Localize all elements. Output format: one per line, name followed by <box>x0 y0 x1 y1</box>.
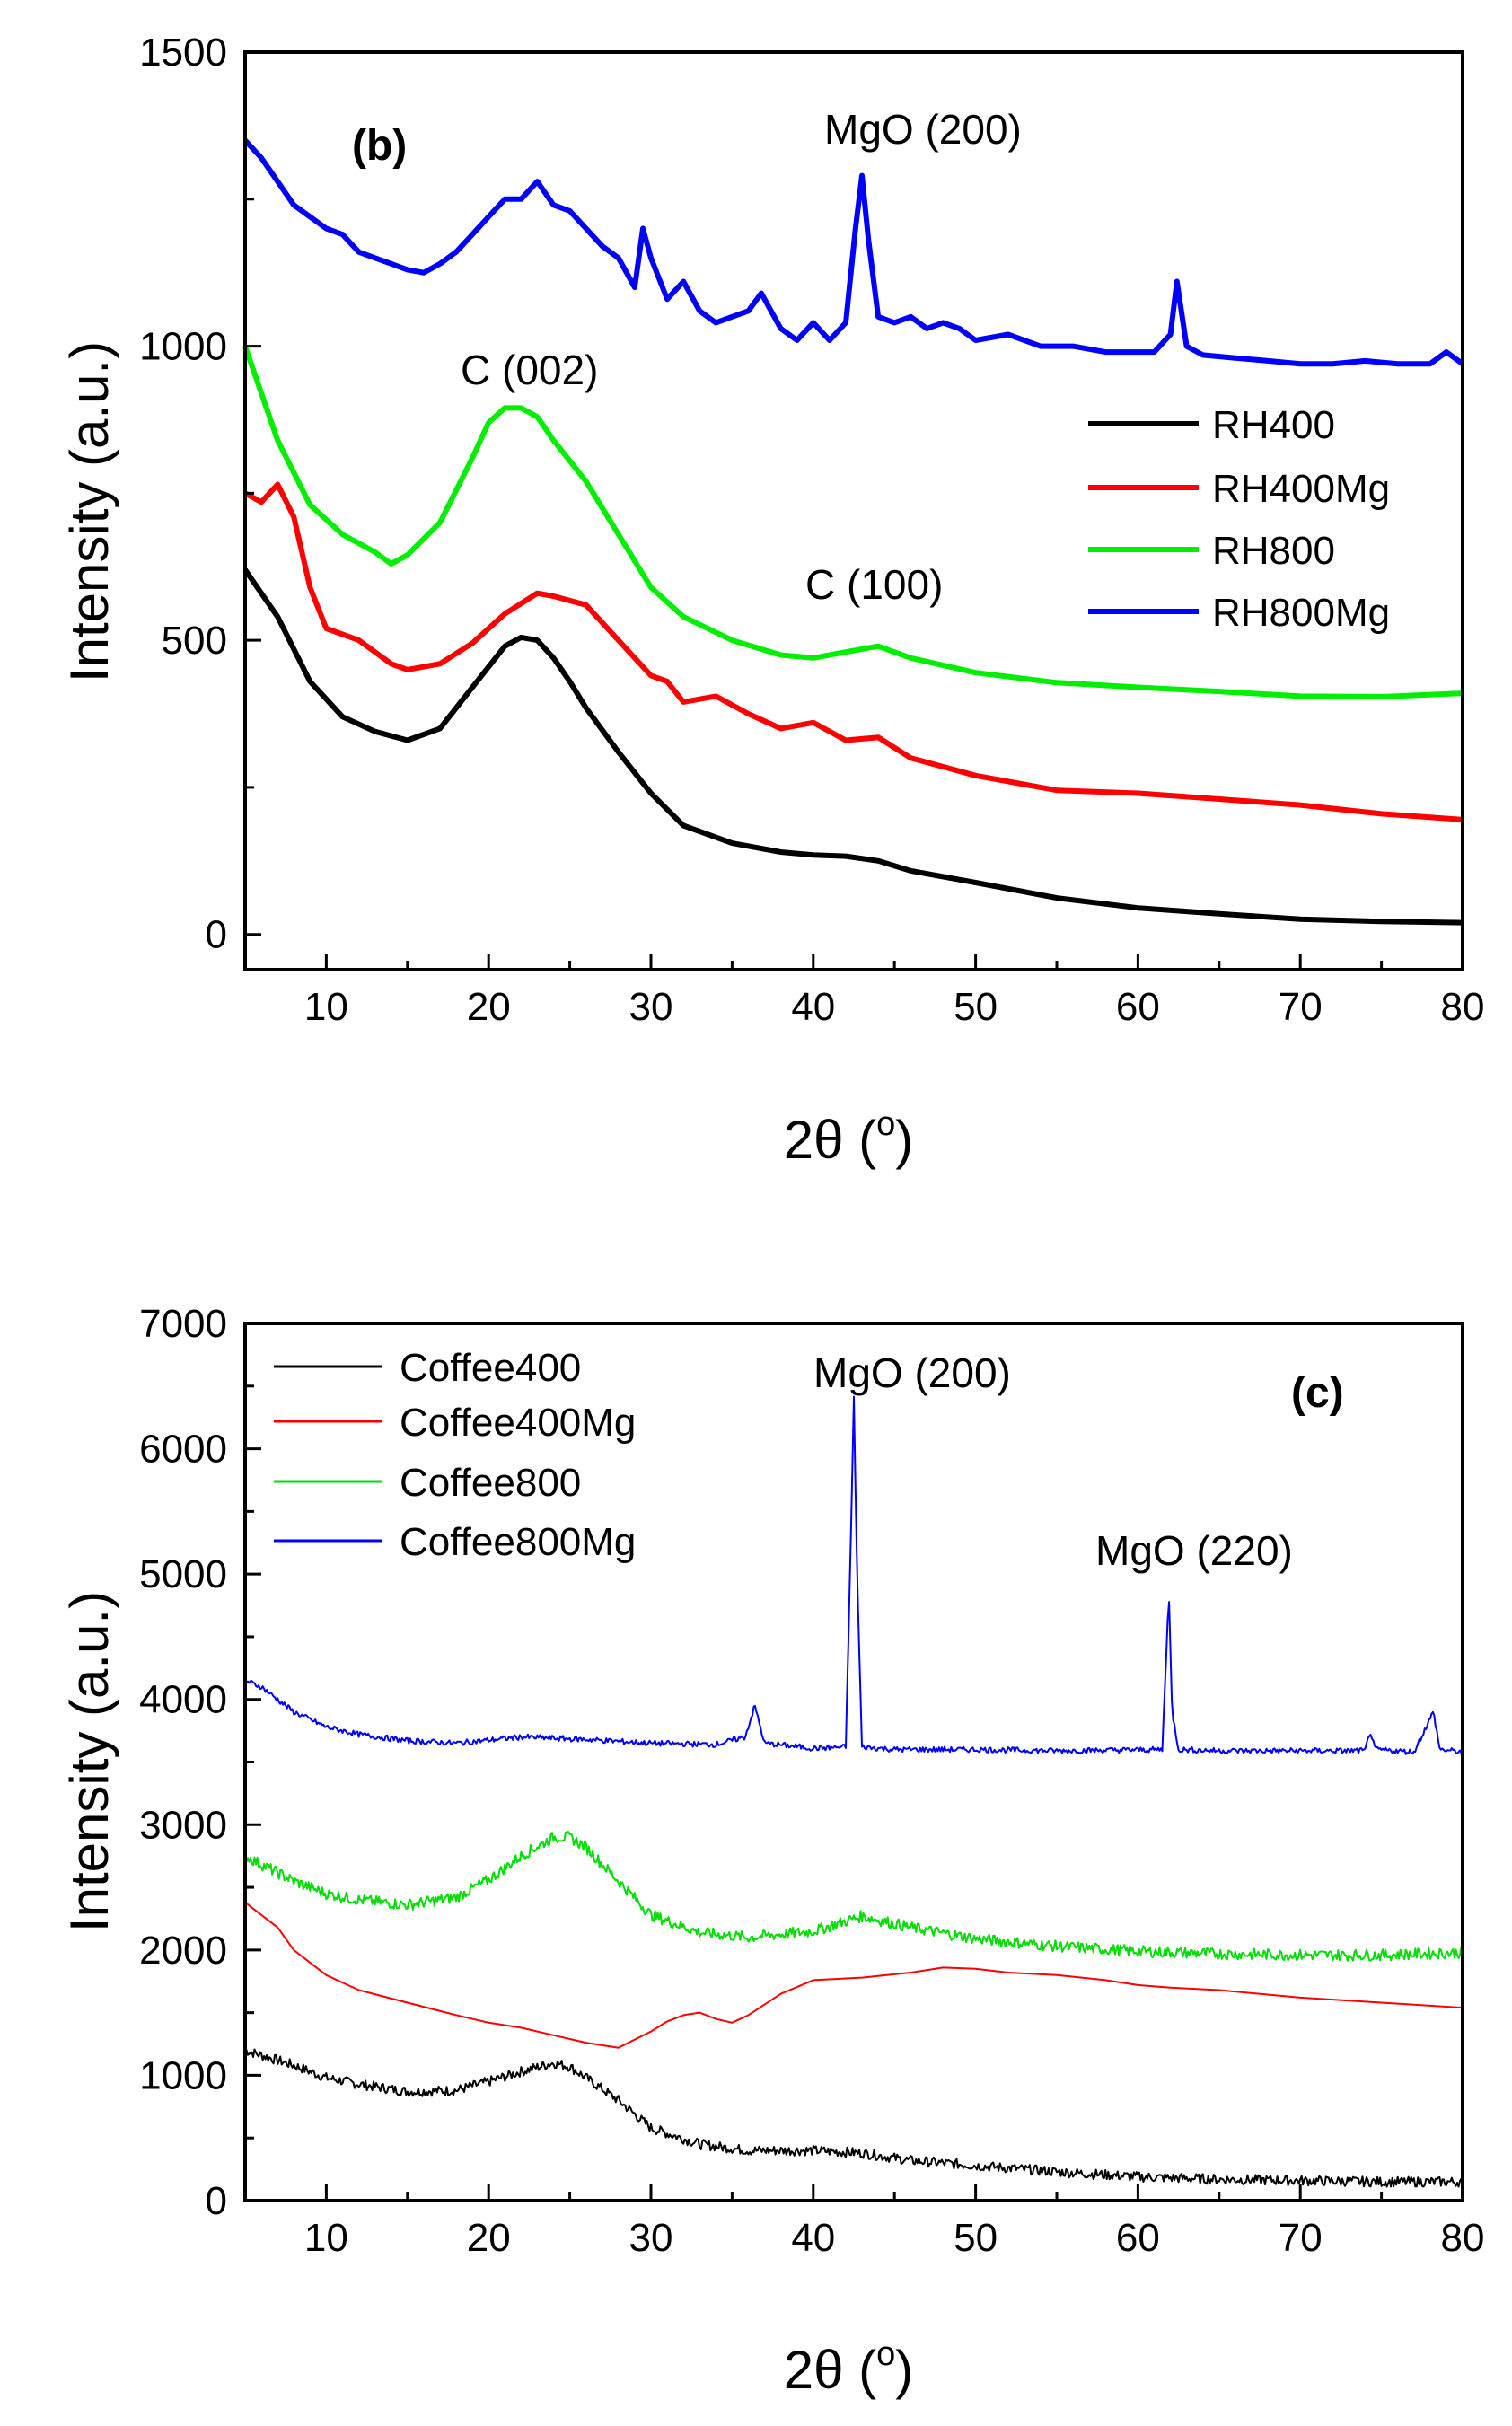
series-rh400 <box>242 567 1464 926</box>
x-tick-label: 20 <box>467 985 511 1029</box>
series-rh800mg <box>242 138 1464 367</box>
panel-b-plot-frame <box>243 50 1464 971</box>
panel-b-x-axis-title: 2θ (o) <box>784 1105 914 1170</box>
panel-c-x-axis-title-sup: o <box>876 2335 895 2373</box>
panel-c-plot-frame <box>243 1322 1464 2202</box>
y-tick-label: 5000 <box>139 1552 227 1596</box>
x-tick-label: 30 <box>629 985 673 1029</box>
x-tick-label: 40 <box>791 985 835 1029</box>
x-tick-label: 80 <box>1441 985 1485 1029</box>
panel-c-label: (c) <box>1291 1369 1344 1417</box>
series-coffee400 <box>244 2048 1464 2188</box>
y-tick-label: 7000 <box>139 1302 227 1346</box>
panel-c-x-axis-title-close: ) <box>895 2340 913 2400</box>
y-tick-label: 4000 <box>139 1678 227 1722</box>
panel-b-legend: RH400 RH400Mg RH800 RH800Mg <box>1088 403 1390 635</box>
panel-c-annotation-mgo-200: MgO (200) <box>813 1349 1011 1396</box>
panel-b-x-ticks: 10 20 30 40 50 60 70 80 <box>243 954 1485 1029</box>
legend-label-rh400: RH400 <box>1212 403 1335 447</box>
panel-c: 10 20 30 40 50 60 70 80 0 1000 2000 3000 4000 5000 60… <box>59 1302 1484 2400</box>
panel-b-x-axis-title-main: 2θ ( <box>784 1110 876 1170</box>
y-tick-label: 1000 <box>139 325 227 369</box>
panel-b: 10 20 30 40 50 60 70 80 0 500 1000 1500 (b) MgO (2… <box>59 31 1484 1170</box>
panel-c-y-ticks: 0 1000 2000 3000 4000 5000 6000 7000 <box>139 1302 261 2223</box>
legend-label-coffee800: Coffee800 <box>400 1461 581 1505</box>
x-tick-label: 70 <box>1279 985 1323 1029</box>
panel-b-y-axis-title: Intensity (a.u.) <box>59 341 119 682</box>
panel-c-x-axis-title: 2θ (o) <box>784 2335 914 2400</box>
y-tick-label: 500 <box>162 619 227 663</box>
panel-b-x-axis-title-close: ) <box>895 1110 913 1170</box>
x-tick-label: 10 <box>304 2216 348 2260</box>
series-rh800 <box>242 345 1464 699</box>
x-tick-label: 30 <box>629 2216 673 2260</box>
y-tick-label: 1000 <box>139 2053 227 2097</box>
panel-c-y-axis-title: Intensity (a.u.) <box>59 1591 119 1932</box>
y-tick-label: 0 <box>206 913 227 957</box>
series-rh400mg <box>243 481 1464 822</box>
x-tick-label: 60 <box>1116 2216 1160 2260</box>
x-tick-label: 60 <box>1116 985 1160 1029</box>
panel-b-annotation-c-002: C (002) <box>461 347 598 393</box>
x-tick-label: 50 <box>954 985 998 1029</box>
panel-b-y-ticks: 0 500 1000 1500 <box>139 31 261 957</box>
panel-b-label: (b) <box>352 122 407 170</box>
x-tick-label: 80 <box>1441 2216 1485 2260</box>
x-tick-label: 20 <box>467 2216 511 2260</box>
x-tick-label: 10 <box>304 985 348 1029</box>
legend-label-rh800: RH800 <box>1212 529 1335 573</box>
y-tick-label: 6000 <box>139 1428 227 1472</box>
panel-c-series-group <box>244 1395 1464 2188</box>
series-coffee800mg <box>244 1395 1464 1755</box>
panel-b-series-group <box>242 138 1464 926</box>
y-tick-label: 3000 <box>139 1803 227 1847</box>
legend-label-coffee400: Coffee400 <box>400 1346 581 1390</box>
panel-b-x-axis-title-sup: o <box>876 1105 895 1143</box>
legend-label-coffee400mg: Coffee400Mg <box>400 1401 636 1445</box>
panel-c-legend: Coffee400 Coffee400Mg Coffee800 Coffee80… <box>274 1346 636 1564</box>
y-tick-label: 2000 <box>139 1929 227 1973</box>
series-coffee800 <box>244 1831 1464 1962</box>
y-tick-label: 0 <box>206 2179 227 2223</box>
legend-label-rh400mg: RH400Mg <box>1212 467 1390 511</box>
panel-b-annotation-mgo-200: MgO (200) <box>824 106 1022 153</box>
x-tick-label: 70 <box>1279 2216 1323 2260</box>
legend-label-coffee800mg: Coffee800Mg <box>400 1520 636 1564</box>
x-tick-label: 50 <box>954 2216 998 2260</box>
x-tick-label: 40 <box>791 2216 835 2260</box>
panel-c-annotation-mgo-220: MgO (220) <box>1095 1527 1293 1574</box>
y-tick-label: 1500 <box>139 31 227 75</box>
panel-b-annotation-c-100: C (100) <box>805 561 943 608</box>
legend-label-rh800mg: RH800Mg <box>1212 591 1390 635</box>
series-coffee400mg <box>244 1902 1464 2049</box>
panel-c-x-ticks: 10 20 30 40 50 60 70 80 <box>243 2184 1485 2260</box>
panel-c-x-axis-title-main: 2θ ( <box>784 2340 876 2400</box>
